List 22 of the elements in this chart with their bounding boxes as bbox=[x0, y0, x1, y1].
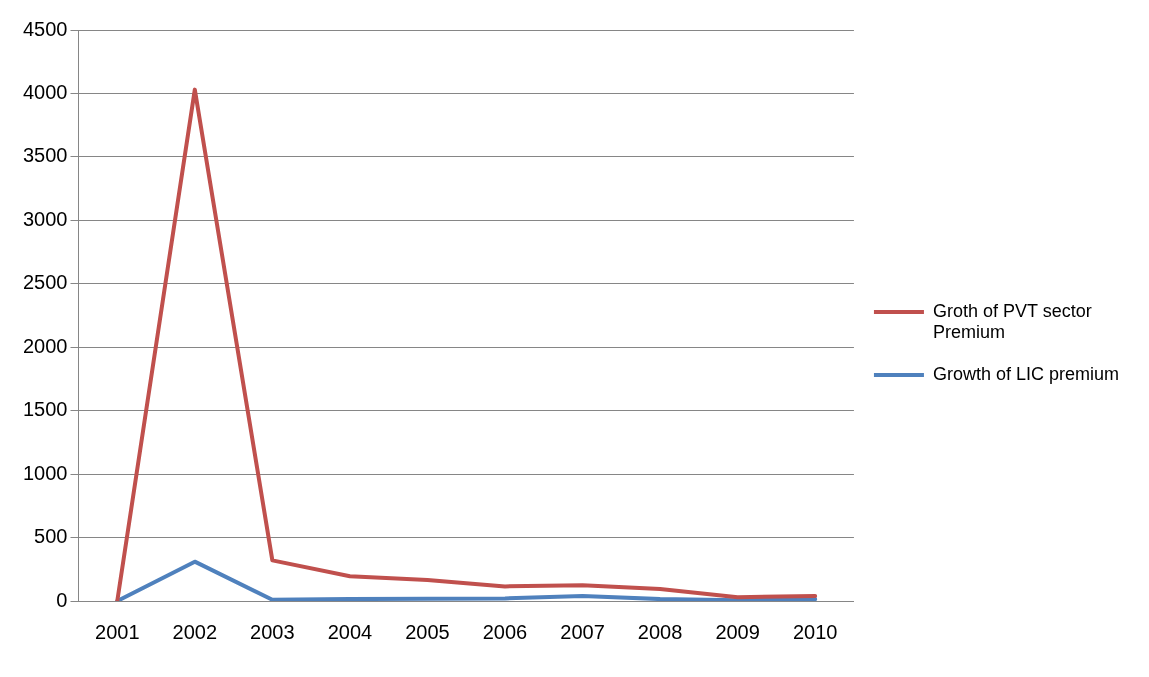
x-tick-label: 2002 bbox=[172, 620, 218, 643]
legend-label: Groth of PVT sector Premium bbox=[932, 300, 1092, 343]
x-tick-label: 2004 bbox=[327, 620, 373, 643]
y-tick-label: 4500 bbox=[22, 17, 68, 40]
x-tick-label: 2005 bbox=[405, 620, 450, 643]
x-tick-label: 2010 bbox=[792, 620, 838, 643]
y-tick-label: 3000 bbox=[22, 207, 68, 230]
y-tick-label: 0 bbox=[56, 588, 68, 611]
x-tick-label: 2006 bbox=[482, 620, 528, 643]
x-tick-label: 2007 bbox=[560, 620, 605, 643]
y-tick-label: 1500 bbox=[22, 398, 68, 421]
y-tick-label: 2000 bbox=[22, 334, 68, 357]
y-tick-label: 4000 bbox=[22, 80, 68, 103]
x-tick-label: 2009 bbox=[715, 620, 760, 643]
y-tick-label: 2500 bbox=[22, 271, 68, 294]
x-tick-label: 2003 bbox=[250, 620, 295, 643]
y-tick-label: 500 bbox=[34, 525, 68, 548]
y-tick-label: 3500 bbox=[22, 144, 68, 167]
legend-label: Growth of LIC premium bbox=[932, 364, 1120, 385]
x-tick-label: 2001 bbox=[95, 620, 140, 643]
x-tick-label: 2008 bbox=[637, 620, 683, 643]
y-tick-label: 1000 bbox=[22, 461, 68, 484]
